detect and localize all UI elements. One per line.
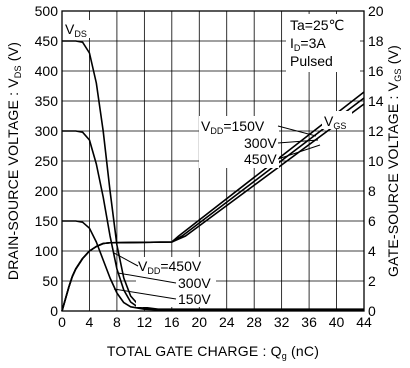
x-tick-label: 28 [246, 314, 262, 330]
y-left-tick-label: 250 [35, 153, 59, 169]
y-right-tick-label: 20 [368, 3, 384, 19]
vgs-label-bg [322, 111, 352, 129]
y-left-tick-label: 350 [35, 93, 59, 109]
y-left-tick-label: 200 [35, 183, 59, 199]
y-left-tick-label: 400 [35, 63, 59, 79]
y-left-tick-label: 0 [50, 303, 58, 319]
y-left-tick-label: 50 [42, 273, 58, 289]
vdd-bot-label-450: VDD=450V [138, 258, 202, 276]
condition-ta: Ta=25℃ [290, 17, 344, 33]
x-tick-label: 16 [164, 314, 180, 330]
y-right-tick-label: 12 [368, 123, 384, 139]
x-tick-label: 24 [219, 314, 235, 330]
x-tick-label: 36 [301, 314, 317, 330]
vdd-bot-label-150: 150V [178, 291, 211, 307]
y-right-tick-label: 10 [368, 153, 384, 169]
condition-id: ID=3A [290, 35, 326, 53]
vdd-bot-leaders [113, 252, 177, 300]
x-tick-label: 8 [113, 314, 121, 330]
y-left-tick-label: 150 [35, 213, 59, 229]
vdd-top-label-150: VDD=150V [201, 118, 265, 136]
y-right-tick-label: 4 [368, 243, 376, 259]
y-right-tick-label: 2 [368, 273, 376, 289]
x-tick-labels: 0 4 8 12 16 20 24 28 32 36 40 44 [58, 314, 372, 330]
condition-mode: Pulsed [290, 53, 333, 69]
y-right-tick-label: 0 [368, 303, 376, 319]
y-left-tick-label: 450 [35, 33, 59, 49]
vdd-top-labels-bg [199, 116, 279, 168]
y-left-axis-title: DRAIN-SOURCE VOLTAGE : VDS (V) [5, 42, 23, 280]
vgs-label: VGS [324, 113, 346, 131]
x-tick-label: 44 [356, 314, 372, 330]
y-right-tick-label: 16 [368, 63, 384, 79]
x-tick-label: 0 [58, 314, 66, 330]
x-tick-label: 32 [274, 314, 290, 330]
vds-curve-150v [62, 220, 364, 311]
vdd-top-leaders [277, 125, 321, 160]
plot-frame [61, 10, 365, 312]
y-right-tick-label: 18 [368, 33, 384, 49]
condition-box-bg [286, 14, 360, 72]
y-left-tick-labels: 0 50 100 150 200 250 300 350 400 450 500 [35, 3, 59, 319]
y-right-tick-label: 14 [368, 93, 384, 109]
x-tick-label: 20 [191, 314, 207, 330]
y-left-tick-label: 300 [35, 123, 59, 139]
y-right-axis-title: GATE-SOURCE VOLTAGE : VGS (V) [385, 45, 403, 277]
curves-group [61, 40, 365, 312]
vdd-top-label-300: 300V [244, 135, 277, 151]
x-tick-label: 12 [137, 314, 153, 330]
y-right-tick-label: 8 [368, 183, 376, 199]
y-left-tick-label: 500 [35, 3, 59, 19]
vds-label: VDS [65, 21, 87, 39]
vgs-curve-450v [61, 103, 365, 312]
vds-label-bg [64, 20, 94, 38]
vdd-bot-label-300: 300V [178, 275, 211, 291]
x-tick-label: 4 [86, 314, 94, 330]
vdd-top-label-450: 450V [244, 151, 277, 167]
x-tick-label: 40 [329, 314, 345, 330]
y-right-tick-labels: 0 2 4 6 8 10 12 14 16 18 20 [368, 3, 384, 319]
x-axis-title: TOTAL GATE CHARGE : Qg (nC) [107, 343, 319, 361]
y-left-tick-label: 100 [35, 243, 59, 259]
y-right-tick-label: 6 [368, 213, 376, 229]
